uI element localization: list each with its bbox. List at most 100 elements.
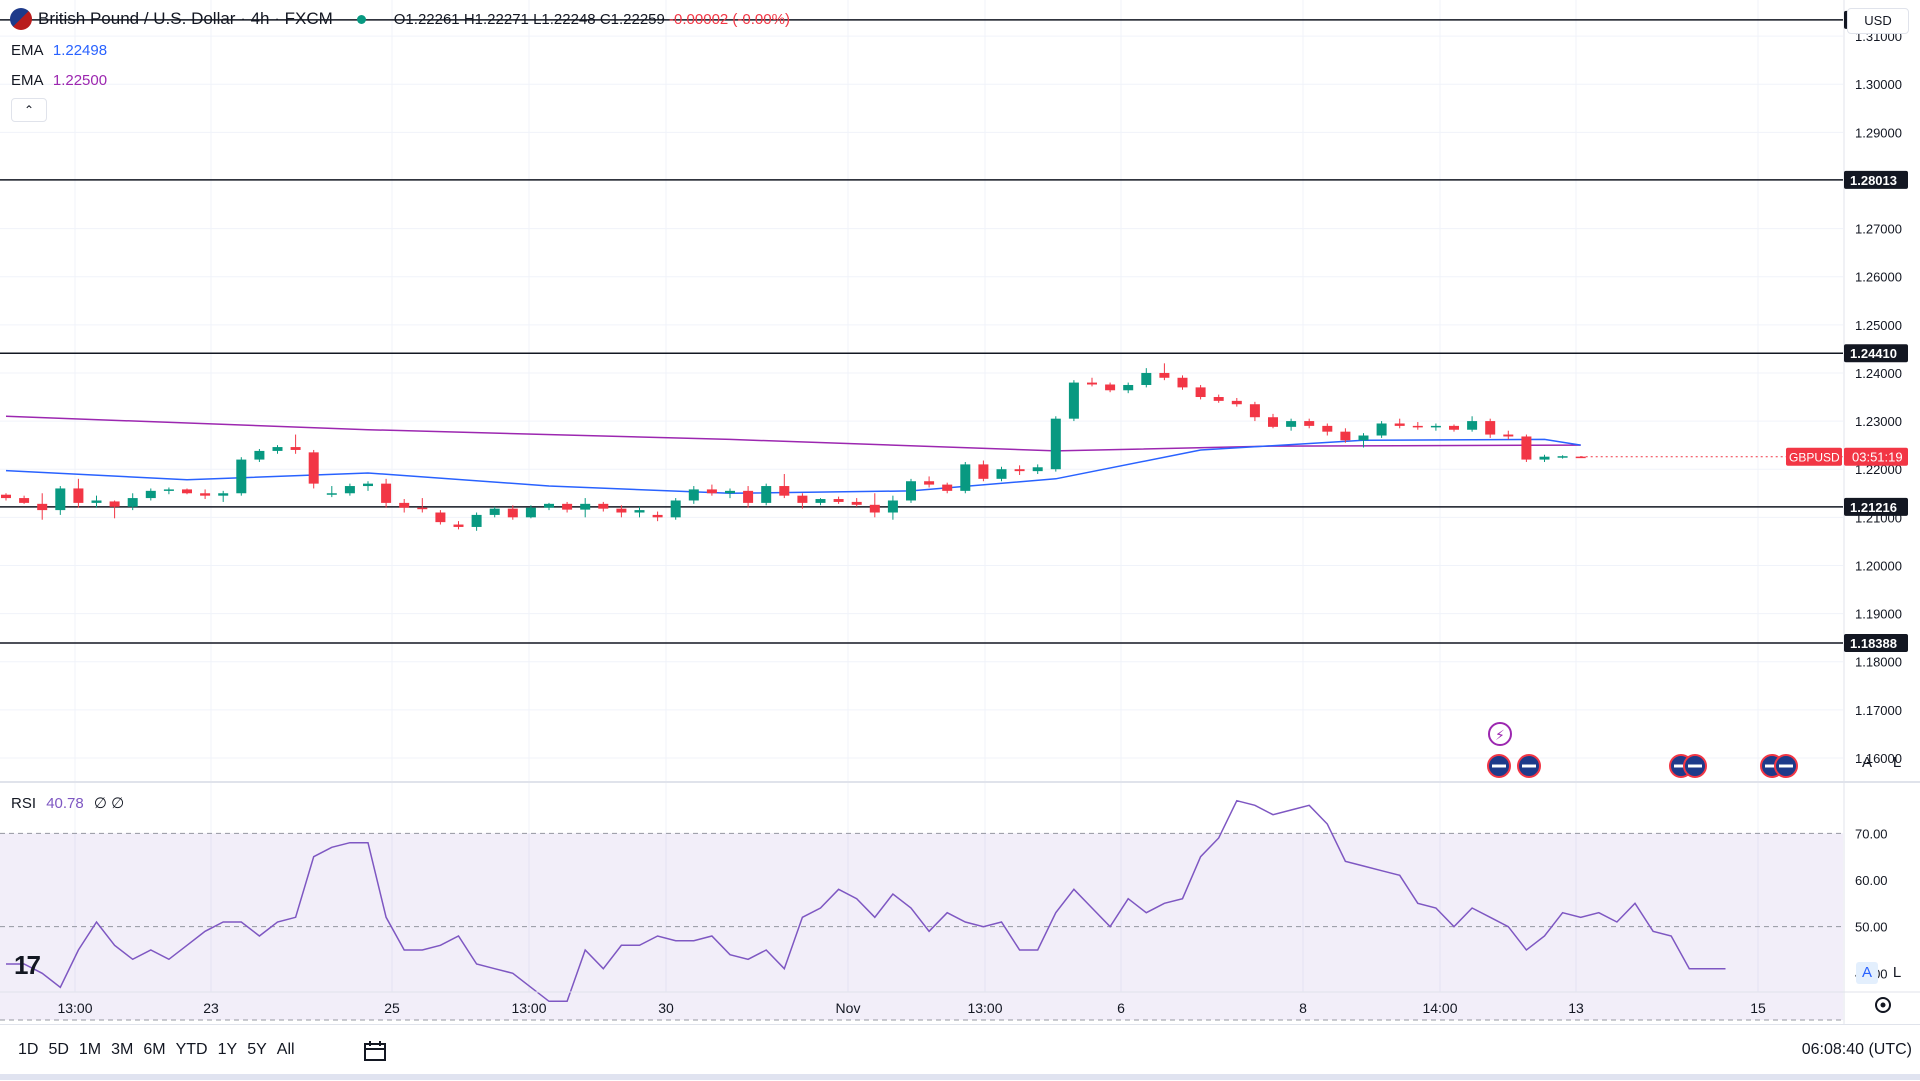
- candle-body: [163, 489, 174, 491]
- candle-body: [562, 503, 573, 510]
- range-button-ytd[interactable]: YTD: [175, 1041, 208, 1058]
- candle-body: [1050, 418, 1061, 470]
- candle-body: [616, 508, 627, 513]
- time-tick-label: Nov: [836, 1000, 861, 1016]
- candle-body: [1430, 425, 1441, 428]
- level-tag: [1844, 634, 1908, 653]
- candle-body: [924, 481, 935, 485]
- candle-body: [960, 464, 971, 491]
- price-tick-label: 1.22000: [1855, 462, 1902, 477]
- candle-body: [688, 489, 699, 501]
- high-value: H1.22271: [463, 10, 529, 28]
- candle-body: [1268, 417, 1278, 427]
- calendar-icon[interactable]: [362, 1039, 388, 1063]
- candle-body: [887, 500, 898, 513]
- time-tick-label: 25: [384, 1000, 400, 1016]
- price-tick-label: 1.29000: [1855, 125, 1902, 140]
- level-tag: [1844, 170, 1908, 189]
- log-scale-toggle-main[interactable]: L: [1892, 754, 1902, 771]
- rsi-legend[interactable]: RSI 40.78 ∅ ∅: [11, 794, 124, 812]
- candle-body: [1032, 467, 1043, 472]
- candle-body: [1, 494, 11, 499]
- bottom-strip: [0, 1074, 1920, 1080]
- range-button-5d[interactable]: 5D: [48, 1041, 69, 1058]
- candle-body: [308, 452, 319, 484]
- candle-body: [1087, 382, 1097, 385]
- rsi-pane: [0, 799, 1843, 1021]
- time-tick-label: 23: [203, 1000, 219, 1016]
- range-button-1d[interactable]: 1D: [18, 1041, 39, 1058]
- earnings-lightning-icon: [1488, 722, 1512, 746]
- time-tick-label: 8: [1299, 1000, 1307, 1016]
- candle-body: [1575, 456, 1586, 459]
- auto-scale-toggle-rsi[interactable]: A: [1856, 962, 1878, 984]
- candle-body: [1068, 382, 1079, 419]
- candle-body: [1159, 372, 1170, 378]
- candle-body: [1249, 404, 1260, 418]
- range-button-1m[interactable]: 1M: [78, 1041, 102, 1058]
- candle-body: [634, 510, 645, 513]
- price-tick-label: 1.24000: [1855, 366, 1902, 381]
- settings-gear-icon[interactable]: [1872, 994, 1894, 1016]
- candle-body: [1177, 377, 1188, 388]
- candle-body: [544, 503, 554, 508]
- candle-body: [109, 501, 120, 507]
- price-tick-label: 1.20000: [1855, 558, 1902, 573]
- candle-body: [290, 447, 301, 450]
- candle-body: [344, 486, 355, 494]
- candle-body: [326, 493, 337, 495]
- bottom-toolbar: 1D 5D 1M 3M 6M YTD 1Y 5Y All 06:08:40 (UTC): [0, 1024, 1920, 1081]
- candle-body: [363, 483, 373, 487]
- candle-body: [1521, 436, 1532, 460]
- open-value: O1.22261: [393, 10, 460, 28]
- log-scale-toggle-rsi[interactable]: L: [1892, 964, 1902, 981]
- time-tick-label: 6: [1117, 1000, 1125, 1016]
- symbol-tag: [1786, 447, 1842, 466]
- range-button-5y[interactable]: 5Y: [247, 1041, 267, 1058]
- currency-button[interactable]: USD: [1847, 8, 1909, 34]
- close-value: C1.22259: [599, 10, 665, 28]
- ema-slow-legend[interactable]: EMA 1.22500: [11, 72, 107, 89]
- candle-body: [471, 514, 482, 527]
- candle-body: [906, 481, 916, 501]
- candle-body: [1014, 469, 1025, 472]
- candle-body: [942, 484, 953, 491]
- auto-scale-toggle-main[interactable]: A: [1861, 754, 1872, 771]
- symbol-tag-label: GBPUSD: [1789, 451, 1840, 465]
- candle-body: [761, 486, 772, 503]
- price-tick-label: 1.17000: [1855, 703, 1902, 718]
- gbpusd-flag-icon: [10, 8, 32, 30]
- candle-body: [200, 493, 211, 496]
- range-button-1y[interactable]: 1Y: [217, 1041, 238, 1058]
- level-tag: [1844, 344, 1908, 363]
- range-button-6m[interactable]: 6M: [143, 1041, 166, 1058]
- candle-body: [1412, 425, 1423, 428]
- ohlc-readout: O1.22261 H1.22271 L1.22248 C1.22259 -0.0…: [394, 11, 790, 28]
- collapse-legend-button[interactable]: ⌃: [11, 98, 47, 122]
- axes: 1.310001.300001.290001.270001.260001.250…: [0, 0, 1920, 1024]
- range-button-3m[interactable]: 3M: [111, 1041, 134, 1058]
- chart-canvas[interactable]: ⚡ 1.310001.300001.290001.270001.260001.2…: [0, 0, 1920, 1024]
- price-tick-label: 1.16000: [1855, 751, 1902, 766]
- candle-body: [218, 493, 229, 496]
- candle-body: [1105, 384, 1116, 391]
- ema-fast-legend[interactable]: EMA 1.22498: [11, 42, 107, 59]
- candle-body: [670, 500, 681, 518]
- range-button-all[interactable]: All: [276, 1041, 295, 1058]
- rsi-tick-label: 70.00: [1855, 826, 1888, 841]
- candle-body: [779, 486, 790, 496]
- candle-body: [489, 508, 500, 515]
- candle-body: [399, 502, 410, 508]
- level-tag-label: 1.21216: [1850, 500, 1897, 515]
- candle-body: [525, 507, 536, 518]
- candle-body: [1141, 372, 1152, 385]
- level-tag-label: 1.18388: [1850, 636, 1897, 651]
- symbol-title[interactable]: British Pound / U.S. Dollar · 4h · FXCM: [38, 9, 333, 28]
- utc-clock[interactable]: 06:08:40 (UTC): [1801, 1041, 1912, 1058]
- time-tick-label: 13:00: [511, 1000, 546, 1016]
- tradingview-logo-icon[interactable]: 17: [14, 950, 41, 980]
- candle-body: [182, 489, 192, 494]
- candle-body: [1485, 421, 1496, 435]
- candle-body: [1358, 435, 1369, 441]
- candle-body: [1449, 425, 1459, 430]
